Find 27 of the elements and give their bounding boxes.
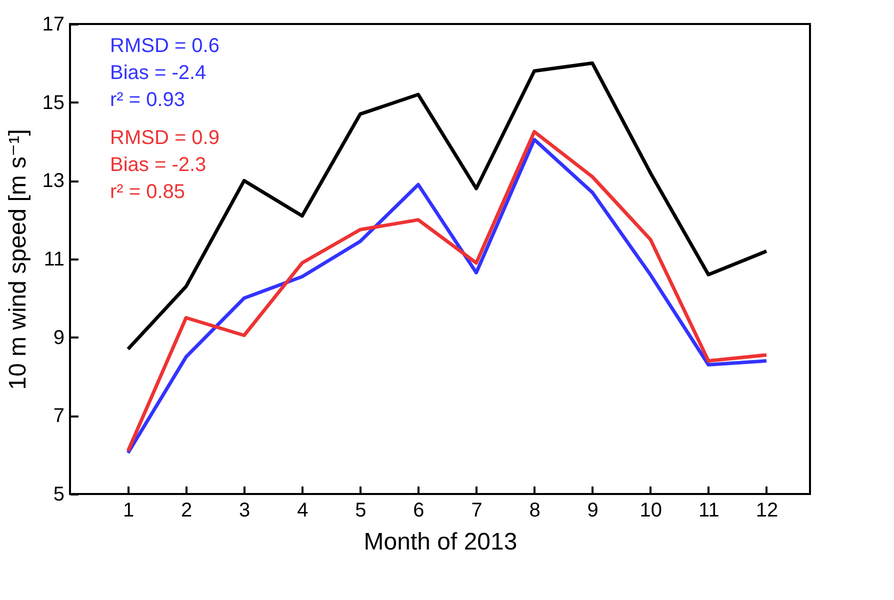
x-tick-label: 4	[297, 500, 308, 522]
annotation: Bias = -2.4	[110, 62, 206, 84]
y-tick-label: 15	[42, 92, 64, 114]
x-tick-label: 1	[122, 500, 134, 522]
x-tick-label: 3	[239, 500, 250, 522]
y-axis-title: 10 m wind speed [m s⁻¹]	[4, 129, 32, 390]
annotation: r² = 0.93	[110, 89, 186, 111]
x-tick-label: 6	[413, 500, 424, 522]
y-tick-label: 11	[44, 248, 64, 270]
annotation: r² = 0.85	[110, 180, 186, 203]
x-axis-title: Month of 2013	[364, 528, 518, 556]
annotation: Bias = -2.3	[110, 154, 206, 176]
x-tick-label: 12	[756, 500, 778, 522]
annotation: RMSD = 0.6	[110, 35, 220, 57]
x-tick-label: 8	[529, 500, 540, 522]
y-tick-label: 17	[42, 14, 64, 36]
y-tick-label: 5	[53, 484, 64, 506]
y-tick-label: 7	[53, 405, 64, 428]
x-tick-label: 9	[587, 500, 598, 522]
x-tick-label: 2	[181, 500, 192, 522]
y-tick-label: 13	[42, 170, 64, 192]
annotation: RMSD = 0.9	[110, 126, 220, 149]
x-tick-label: 7	[471, 500, 482, 522]
x-tick-label: 5	[355, 500, 366, 522]
x-tick-label: 10	[640, 500, 662, 522]
x-tick-label: 11	[698, 500, 720, 522]
y-tick-label: 9	[53, 326, 64, 349]
